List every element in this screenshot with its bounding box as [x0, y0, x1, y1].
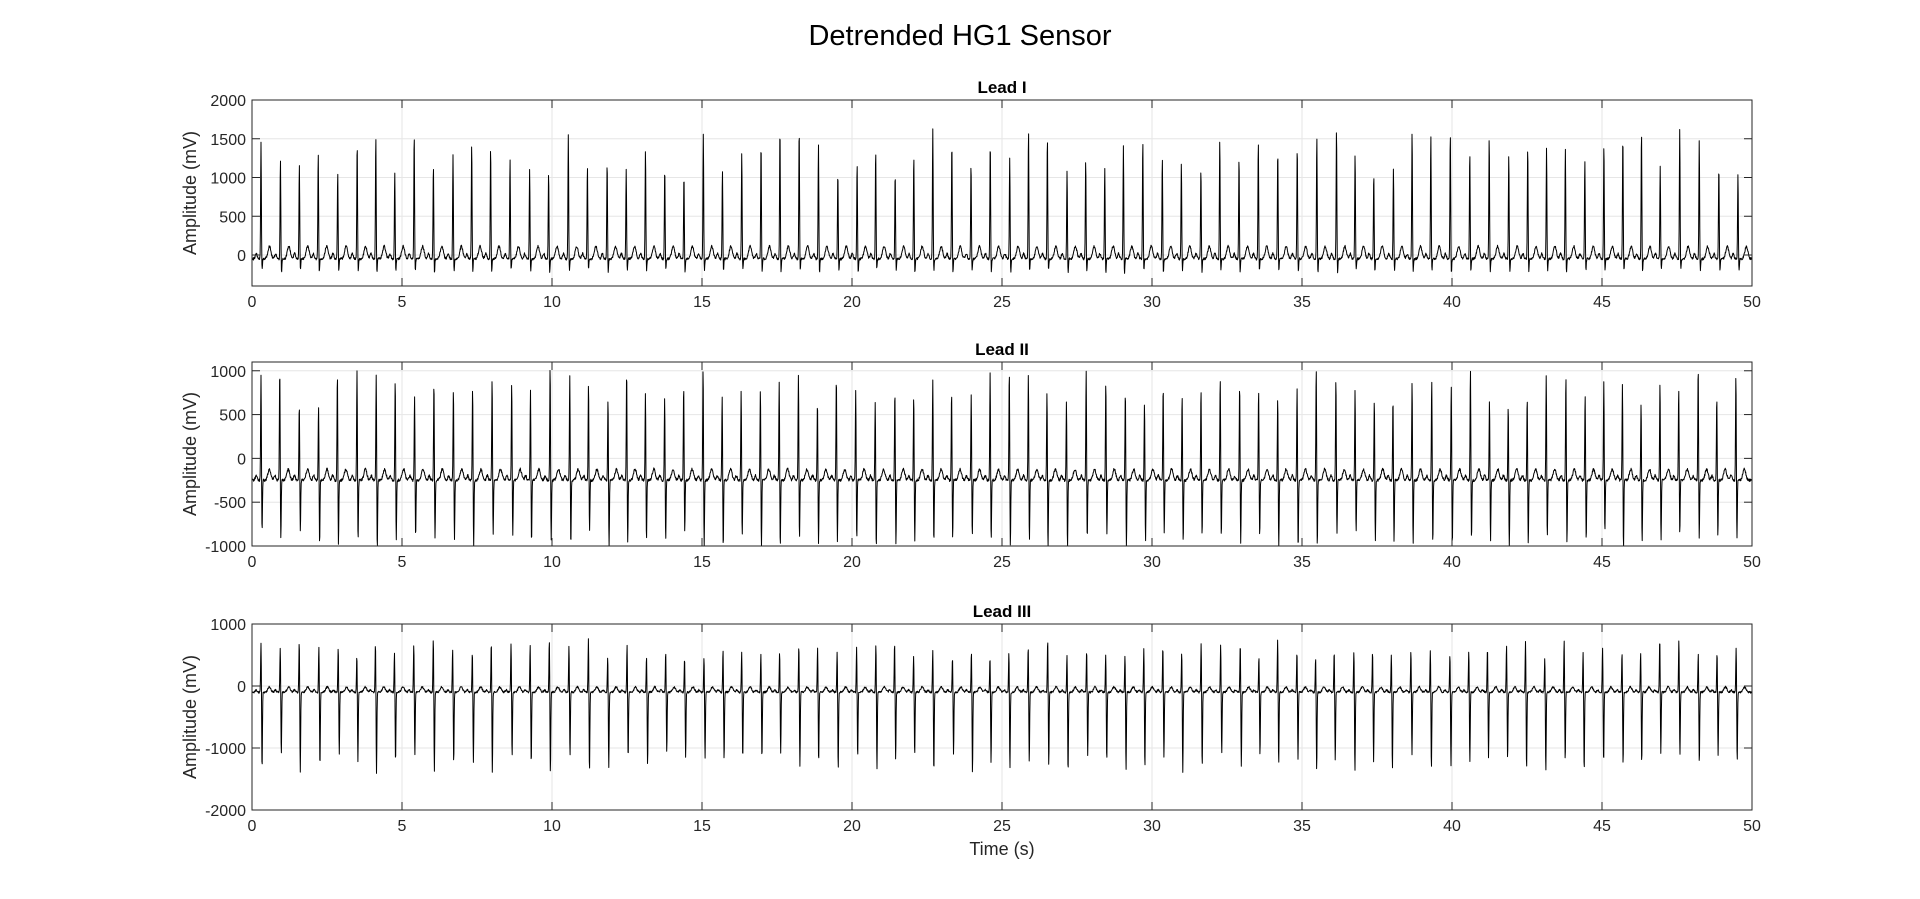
lead-2-xtick-label-8: 40: [1443, 554, 1461, 571]
lead-1-xtick-label-9: 45: [1593, 294, 1611, 311]
lead-3-ytick-label-1: -1000: [205, 741, 246, 758]
lead-3-ytick-label-3: 1000: [210, 617, 246, 634]
lead-3-xtick-label-7: 35: [1293, 818, 1311, 835]
lead-3-ytick-label-2: 0: [237, 679, 246, 696]
lead-3-panel: 0 5 10 15 20 25 30 35 40 45 50 -2000 -1000 0 1000 Lead …: [180, 602, 1761, 859]
lead-2-xtick-label-0: 0: [248, 554, 257, 571]
lead-1-xtick-label-2: 10: [543, 294, 561, 311]
lead-1-ylabel: Amplitude (mV): [180, 131, 200, 255]
lead-3-xtick-label-8: 40: [1443, 818, 1461, 835]
lead-1-trace: [251, 128, 1753, 274]
lead-2-xtick-label-2: 10: [543, 554, 561, 571]
lead-3-xtick-label-4: 20: [843, 818, 861, 835]
lead-2-xtick-label-6: 30: [1143, 554, 1161, 571]
lead-3-xtick-label-3: 15: [693, 818, 711, 835]
lead-2-ytick-label-1: -500: [214, 495, 246, 512]
lead-1-xtick-label-8: 40: [1443, 294, 1461, 311]
lead-1-title: Lead I: [977, 78, 1026, 97]
lead-2-xtick-label-3: 15: [693, 554, 711, 571]
lead-2-xtick-label-5: 25: [993, 554, 1011, 571]
lead-1-ytick-label-3: 1500: [210, 132, 246, 149]
lead-1-xtick-label-0: 0: [248, 294, 257, 311]
lead-1-ytick-label-0: 0: [237, 248, 246, 265]
lead-3-xtick-label-6: 30: [1143, 818, 1161, 835]
lead-1-panel: 0 5 10 15 20 25 30 35 40 45 500500100015002000Lead…: [180, 78, 1761, 311]
lead-2-panel: 0 5 10 15 20 25 30 35 40 45 50 -1000 -500 0 500 1000 Lea…: [180, 340, 1761, 571]
lead-1-xtick-label-1: 5: [398, 294, 407, 311]
lead-2-ytick-label-2: 0: [237, 451, 246, 468]
lead-3-xtick-label-9: 45: [1593, 818, 1611, 835]
lead-1-xtick-label-7: 35: [1293, 294, 1311, 311]
lead-2-ytick-label-4: 1000: [210, 364, 246, 381]
lead-3-ylabel: Amplitude (mV): [180, 655, 200, 779]
lead-3-xtick-label-2: 10: [543, 818, 561, 835]
lead-3-xtick-label-1: 5: [398, 818, 407, 835]
lead-1-ytick-label-2: 1000: [210, 171, 246, 188]
lead-2-xtick-label-10: 50: [1743, 554, 1761, 571]
lead-1-xtick-label-5: 25: [993, 294, 1011, 311]
lead-2-ytick-label-0: -1000: [205, 539, 246, 556]
lead-3-ytick-label-0: -2000: [205, 803, 246, 820]
lead-2-xtick-label-4: 20: [843, 554, 861, 571]
lead-1-ytick-label-1: 500: [219, 209, 246, 226]
lead-1-xtick-label-3: 15: [693, 294, 711, 311]
lead-2-ylabel: Amplitude (mV): [180, 392, 200, 516]
lead-1-ytick-label-4: 2000: [210, 93, 246, 110]
lead-1-xtick-label-10: 50: [1743, 294, 1761, 311]
lead-3-title: Lead III: [973, 602, 1032, 621]
lead-1-xtick-label-6: 30: [1143, 294, 1161, 311]
lead-2-xtick-label-7: 35: [1293, 554, 1311, 571]
lead-2-trace: [251, 370, 1753, 547]
lead-3-xtick-label-10: 50: [1743, 818, 1761, 835]
lead-3-trace: [251, 638, 1753, 774]
lead-3-xtick-label-5: 25: [993, 818, 1011, 835]
lead-1-xtick-label-4: 20: [843, 294, 861, 311]
figure-title: Detrended HG1 Sensor: [808, 20, 1112, 52]
lead-2-xtick-label-9: 45: [1593, 554, 1611, 571]
lead-2-xtick-label-1: 5: [398, 554, 407, 571]
lead-2-ytick-label-3: 500: [219, 408, 246, 425]
lead-3-xtick-label-0: 0: [248, 818, 257, 835]
lead-3-xlabel: Time (s): [969, 839, 1034, 859]
lead-2-title: Lead II: [975, 340, 1029, 359]
